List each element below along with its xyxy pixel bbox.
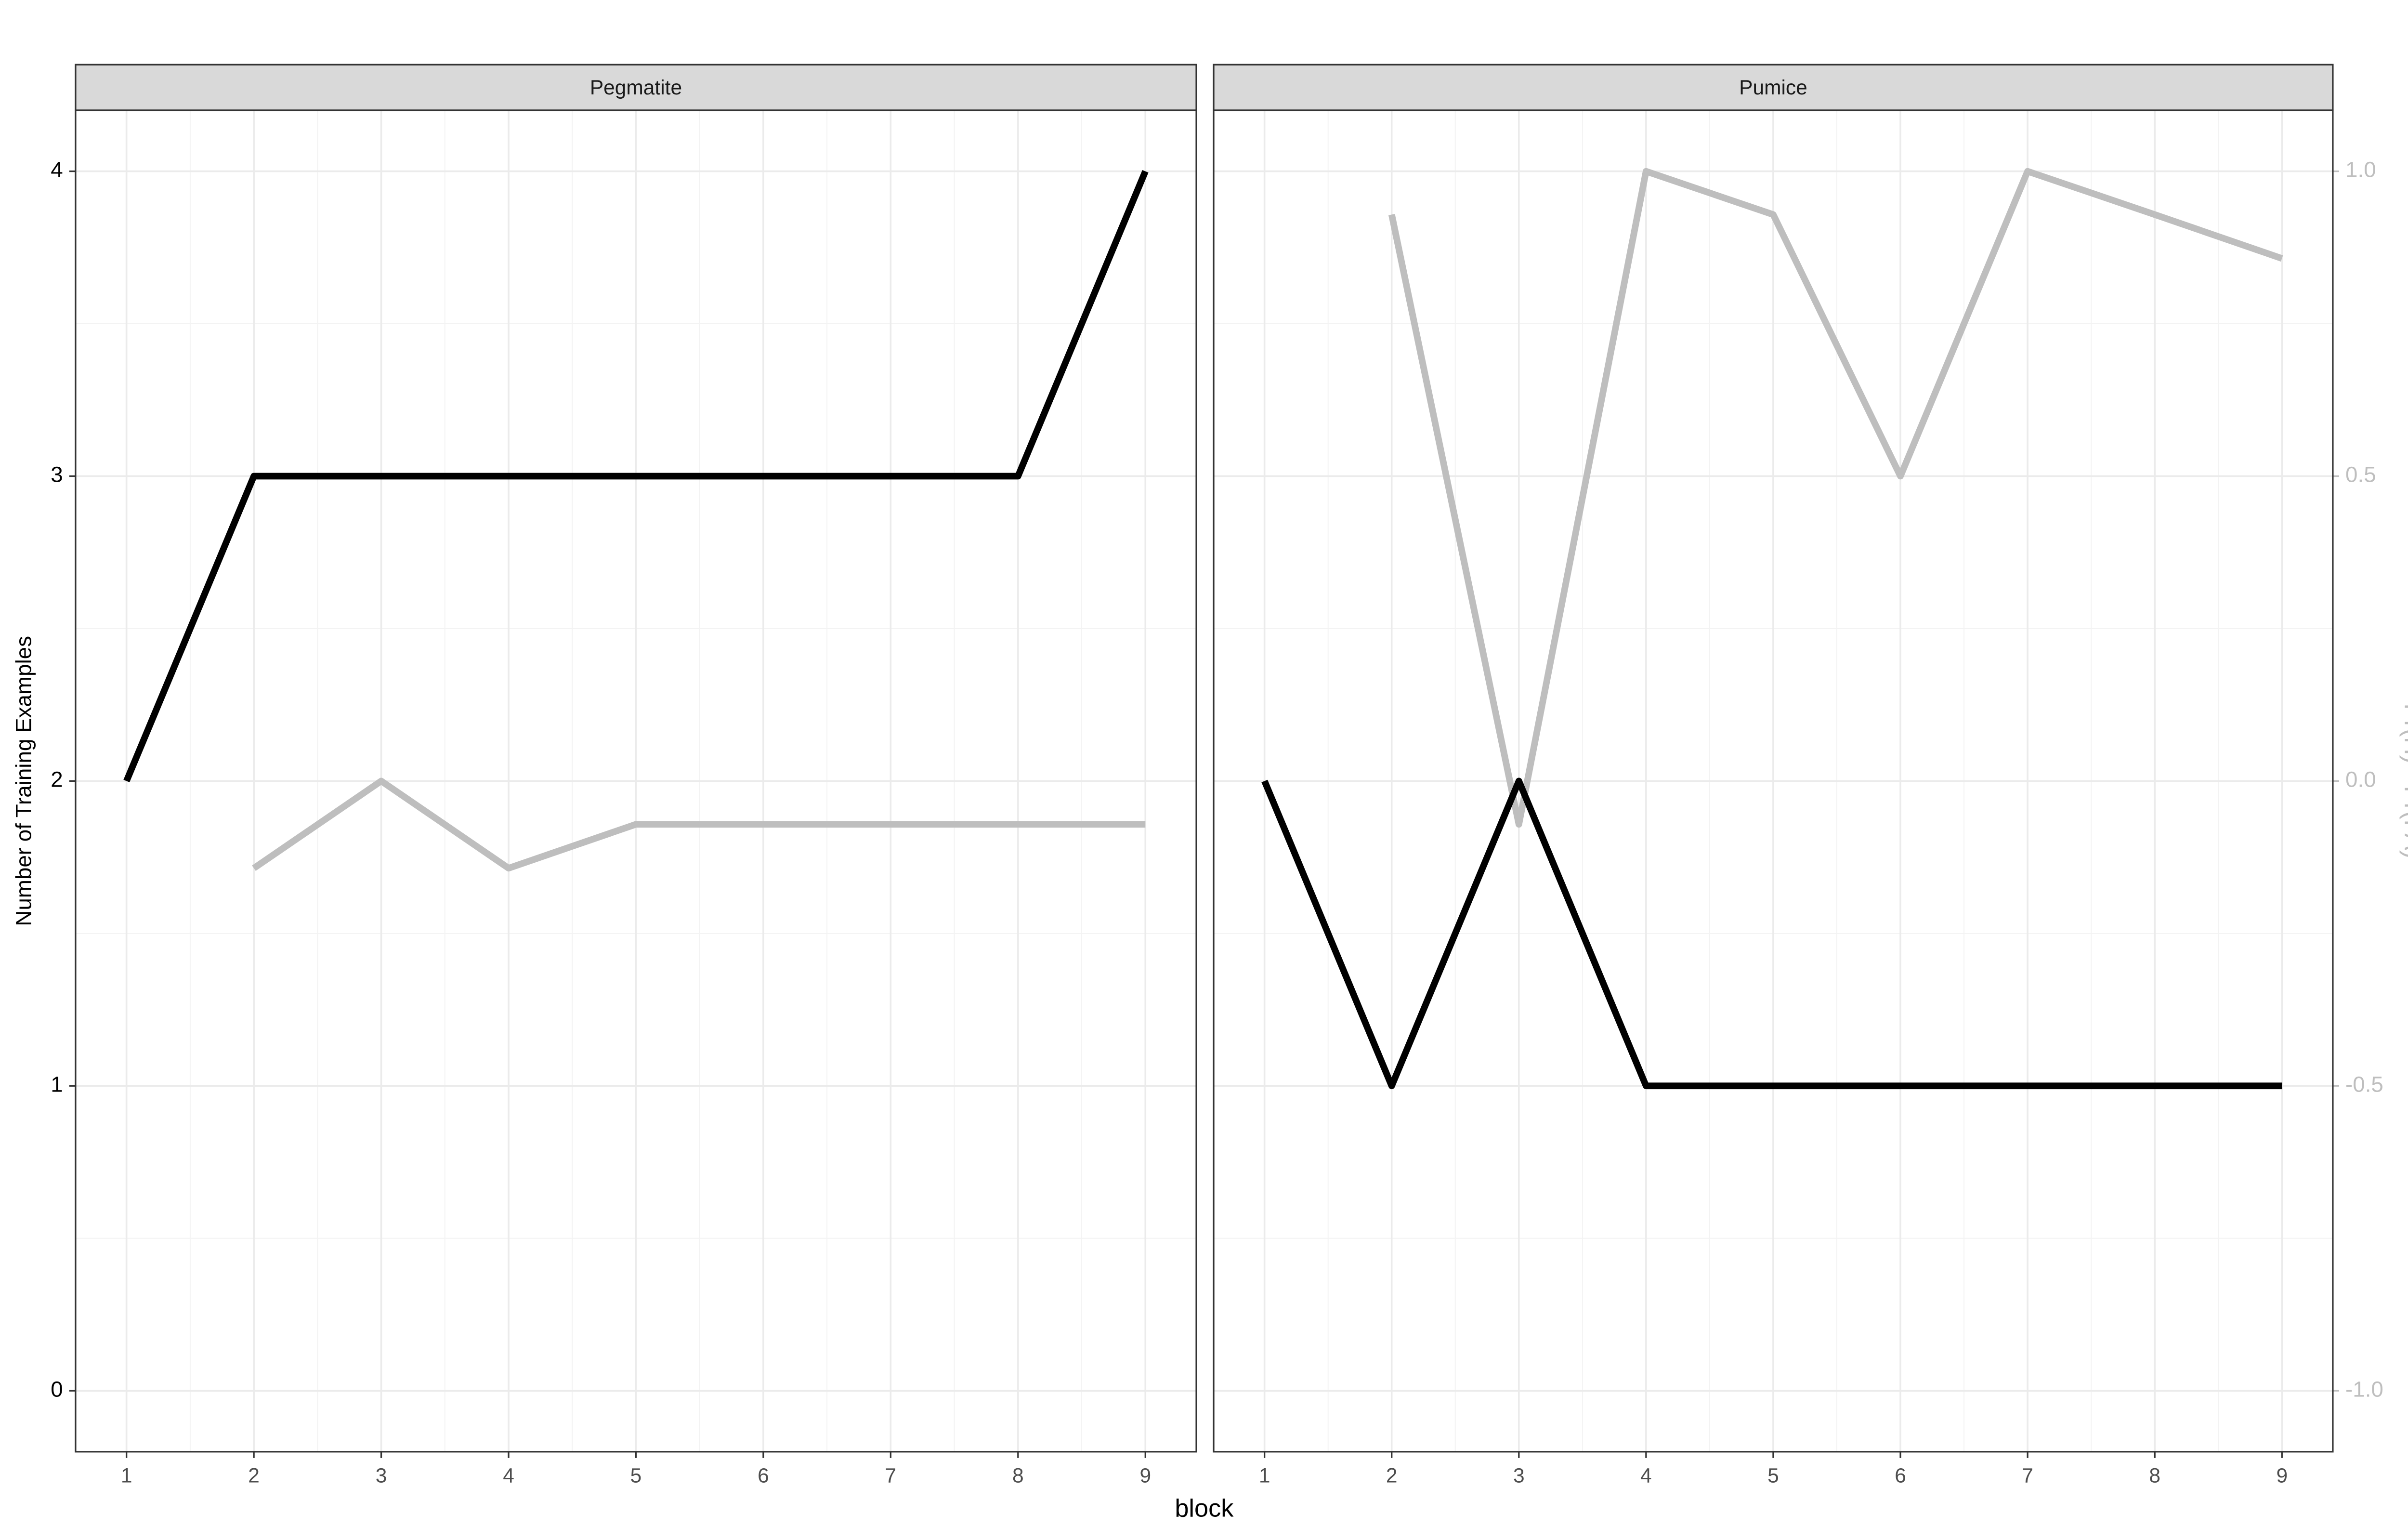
facet-title: Pumice	[1739, 77, 1807, 99]
x-tick-label: 7	[885, 1464, 897, 1487]
x-tick-label: 4	[503, 1464, 514, 1487]
x-tick-label: 9	[2276, 1464, 2288, 1487]
y2-axis-label: Pr(H) - Pr(FA)	[2399, 703, 2408, 858]
x-tick-label: 4	[1640, 1464, 1652, 1487]
x-tick-label: 7	[2022, 1464, 2033, 1487]
y2-tick-label: 0.5	[2345, 462, 2376, 487]
x-axis-label: block	[1175, 1495, 1234, 1523]
x-tick-label: 1	[1259, 1464, 1270, 1487]
x-tick-label: 2	[248, 1464, 260, 1487]
x-tick-label: 3	[1513, 1464, 1525, 1487]
x-tick-label: 5	[630, 1464, 642, 1487]
y-tick-label: 0	[51, 1377, 63, 1401]
facet-strip	[1213, 64, 2334, 111]
x-tick-label: 6	[1895, 1464, 1906, 1487]
facet-title: Pegmatite	[590, 77, 682, 99]
facet-strip	[75, 64, 1197, 111]
y2-tick-label: 0.0	[2345, 767, 2376, 791]
y-tick-label: 4	[51, 158, 63, 182]
y-tick-label: 3	[51, 462, 63, 487]
x-tick-label: 8	[2149, 1464, 2160, 1487]
y-tick-label: 2	[51, 767, 63, 791]
data-line	[1388, 168, 2283, 828]
x-tick-label: 3	[376, 1464, 387, 1487]
y-axis-label: Number of Training Examples	[11, 636, 36, 926]
y2-tick-label: 1.0	[2345, 158, 2376, 182]
panel-border	[75, 109, 1197, 1453]
x-tick-label: 5	[1767, 1464, 1779, 1487]
y2-tick-label: -0.5	[2345, 1072, 2383, 1096]
y-tick-label: 1	[51, 1072, 63, 1096]
panel-border	[1213, 109, 2334, 1453]
x-tick-label: 8	[1012, 1464, 1024, 1487]
y2-tick-label: -1.0	[2345, 1377, 2383, 1401]
x-tick-label: 6	[758, 1464, 769, 1487]
x-tick-label: 9	[1139, 1464, 1151, 1487]
data-line	[1261, 777, 2282, 1090]
x-tick-label: 2	[1386, 1464, 1398, 1487]
x-tick-label: 1	[121, 1464, 132, 1487]
data-line	[123, 170, 1149, 783]
data-line	[252, 777, 1146, 872]
